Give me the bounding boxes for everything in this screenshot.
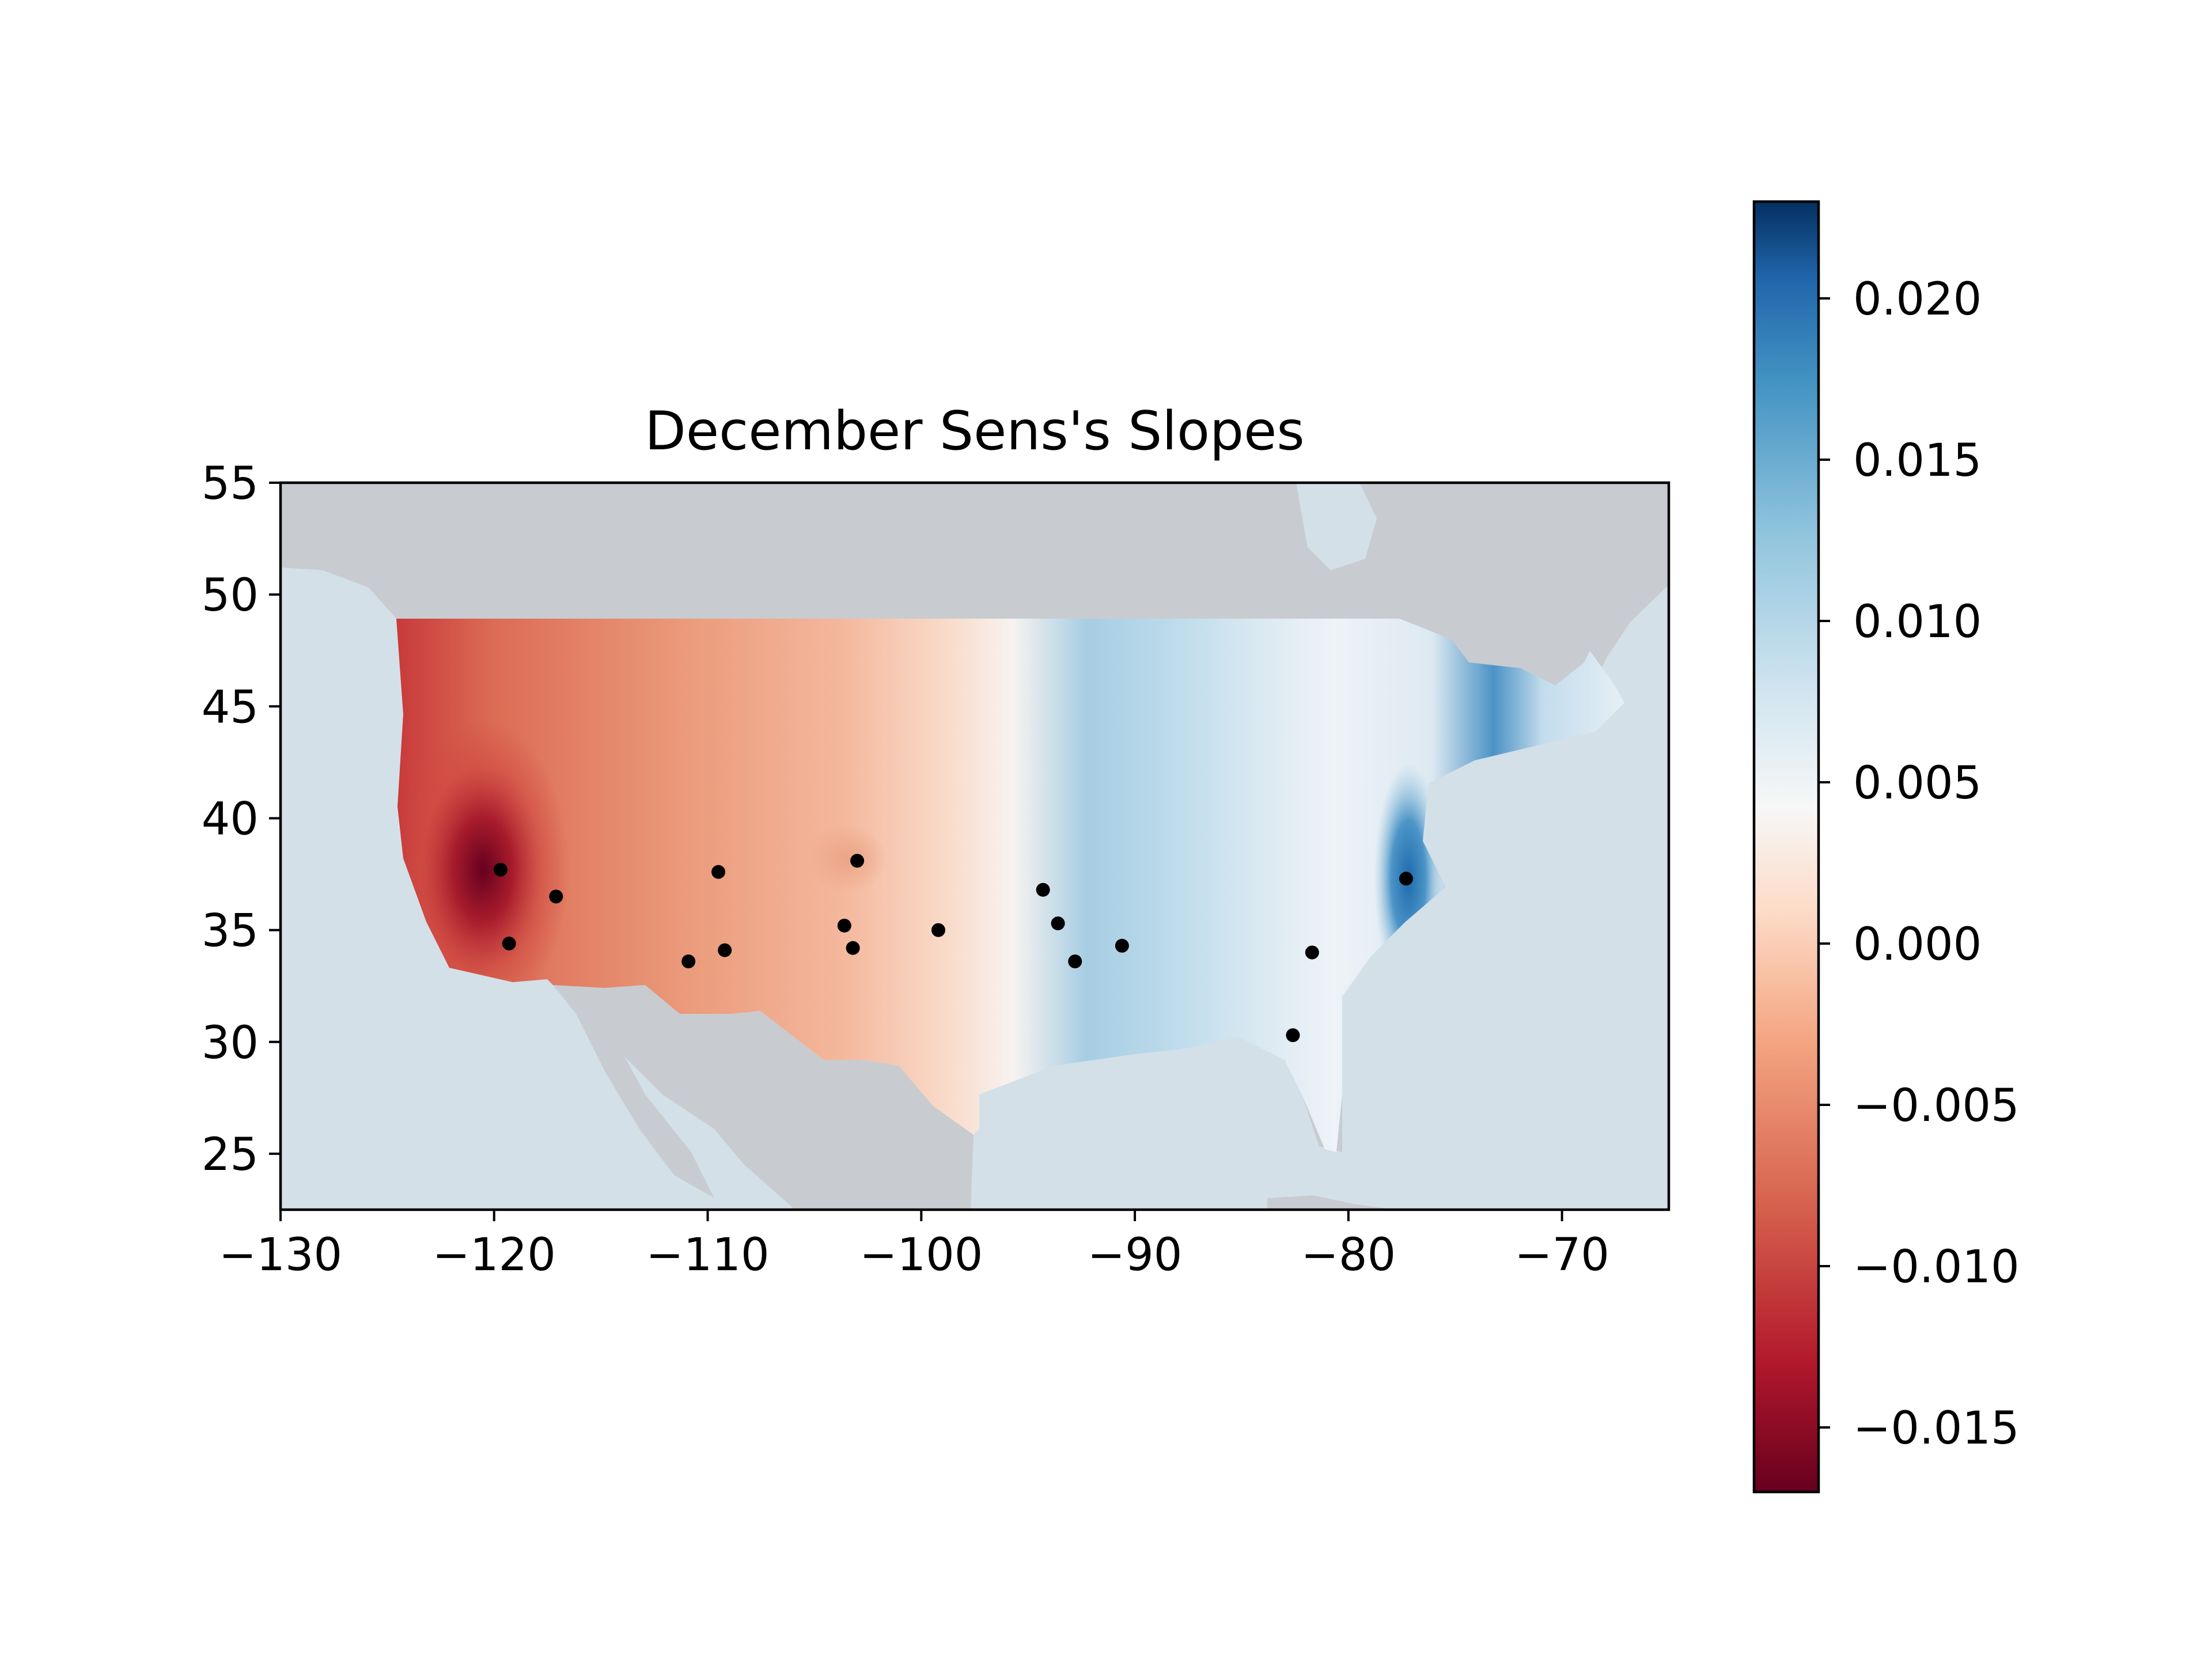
station-point	[1115, 938, 1129, 953]
x-tick-label: −80	[1301, 1229, 1396, 1281]
colorbar-tick-label: 0.000	[1853, 919, 1982, 971]
station-point	[549, 889, 563, 904]
station-point	[1399, 872, 1413, 886]
y-tick-label: 45	[202, 681, 259, 733]
station-point	[850, 854, 865, 868]
chart-title: December Sens's Slopes	[645, 400, 1305, 462]
colorbar-tick-label: −0.010	[1853, 1241, 2020, 1293]
y-tick-label: 30	[202, 1017, 259, 1069]
x-tick-label: −120	[433, 1229, 556, 1281]
western-minimum-hotspot	[396, 720, 569, 1020]
station-point	[1068, 954, 1082, 968]
station-point	[837, 918, 851, 933]
colorbar-tick-label: 0.010	[1853, 596, 1982, 648]
map-plot-area	[279, 481, 1671, 1211]
station-point	[681, 954, 696, 968]
y-tick-label: 25	[202, 1129, 259, 1181]
station-point	[711, 865, 726, 879]
baja-peninsula	[553, 985, 714, 1198]
x-tick-label: −110	[646, 1229, 769, 1281]
colorbar-tick-label: −0.005	[1853, 1080, 2020, 1132]
x-tick-label: −90	[1088, 1229, 1183, 1281]
x-tick-label: −70	[1514, 1229, 1609, 1281]
colorbar-gradient	[1752, 200, 1820, 1494]
x-tick-label: −130	[219, 1229, 342, 1281]
station-point	[846, 941, 860, 955]
station-point	[1036, 882, 1050, 897]
colorbar-tick-label: 0.005	[1853, 757, 1982, 809]
station-point	[931, 923, 945, 937]
colorbar-tick-label: 0.020	[1853, 274, 1982, 325]
y-axis: 25 30 35 40 45 50 55	[202, 458, 281, 1181]
y-tick-label: 55	[202, 458, 259, 510]
station-point	[493, 862, 507, 877]
colorbar: −0.015 −0.010 −0.005 0.000 0.005 0.010 0.015 0.…	[1752, 200, 2020, 1494]
station-point	[1305, 945, 1319, 960]
hudson-bay	[1296, 483, 1377, 570]
station-points	[493, 854, 1413, 1043]
axes-frame	[279, 481, 1671, 1211]
station-point	[1286, 1028, 1300, 1043]
colorbar-tick-label: −0.015	[1853, 1403, 2020, 1455]
mexico-land	[553, 985, 974, 1210]
x-tick-label: −100	[859, 1229, 983, 1281]
station-point	[502, 936, 516, 950]
x-axis: −130 −120 −110 −100 −90 −80 −70	[219, 1210, 1609, 1281]
cuba-land	[1267, 1195, 1394, 1210]
station-point	[1051, 916, 1065, 930]
y-tick-label: 50	[202, 570, 259, 622]
southwest-warm-spot	[806, 824, 887, 893]
y-tick-label: 40	[202, 793, 259, 845]
colorbar-ticks: −0.015 −0.010 −0.005 0.000 0.005 0.010 0.015 0.…	[1819, 274, 2020, 1455]
station-point	[718, 943, 732, 957]
colorbar-tick-label: 0.015	[1853, 435, 1982, 487]
y-tick-label: 35	[202, 906, 259, 957]
